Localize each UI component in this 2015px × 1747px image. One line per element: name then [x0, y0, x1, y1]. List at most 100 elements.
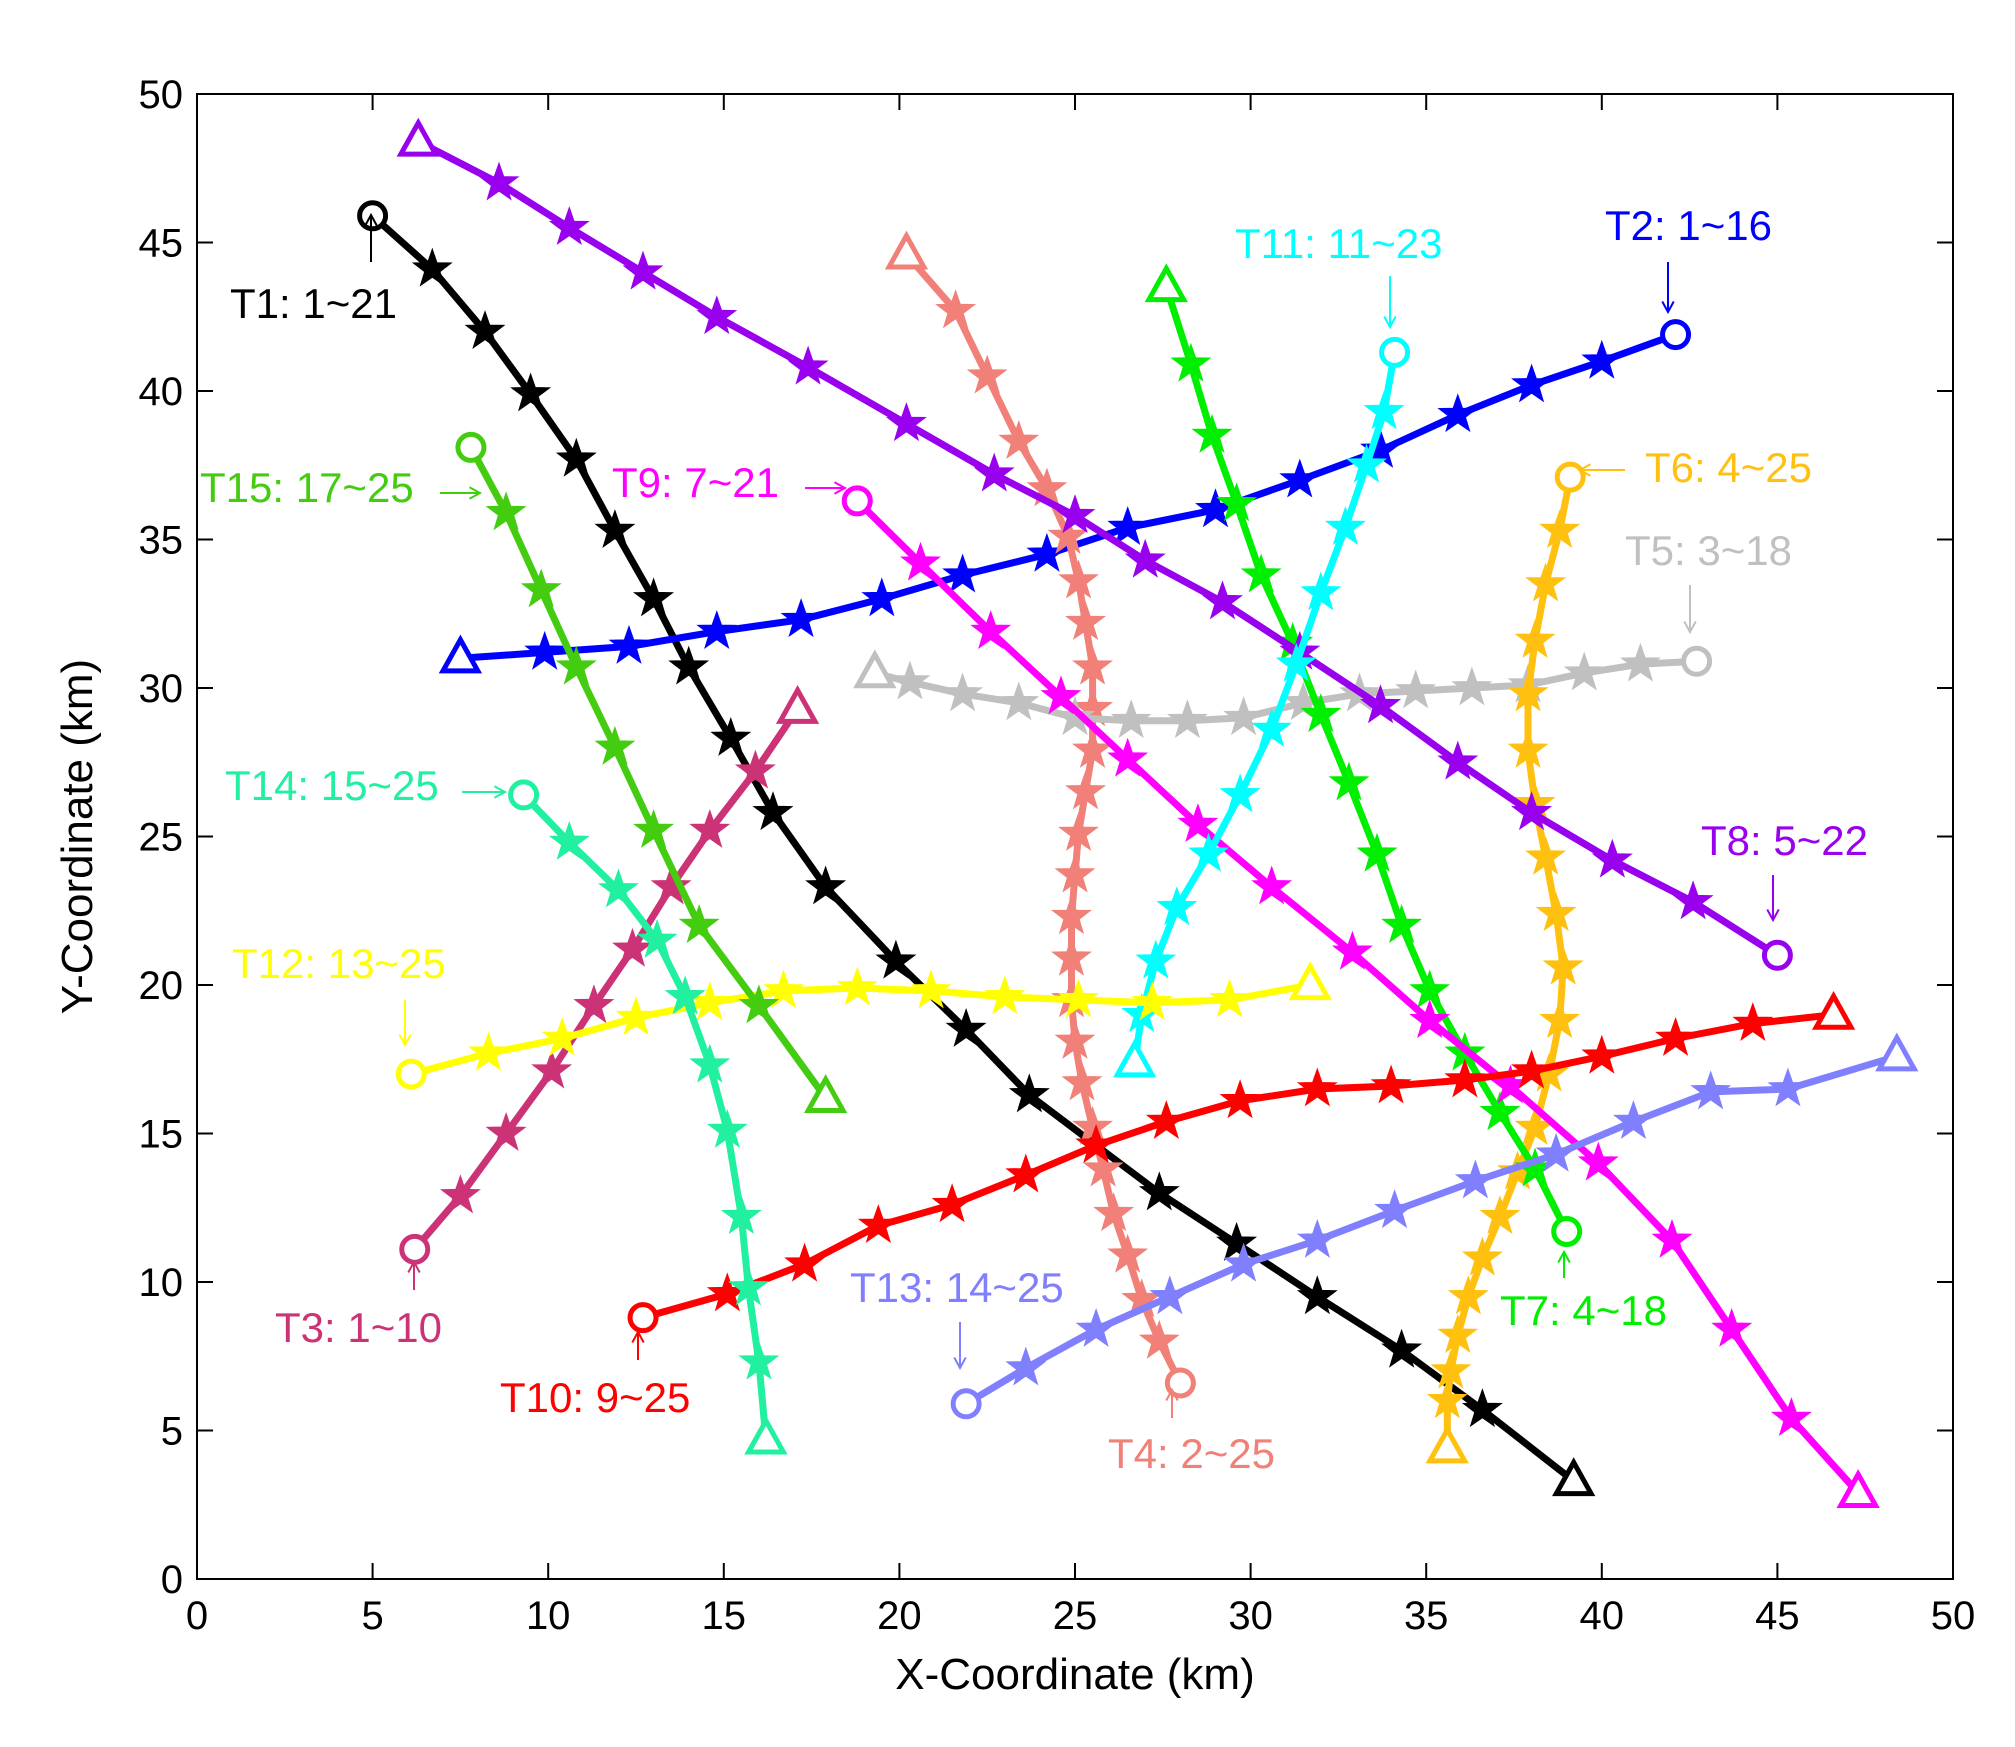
data-point: [1251, 708, 1293, 748]
label-t10: T10: 9~25: [500, 1329, 690, 1421]
data-point: [664, 975, 706, 1015]
start-marker: [1551, 1216, 1583, 1248]
data-point: [1187, 832, 1229, 872]
series-t1: [357, 200, 1596, 1497]
data-point: [1437, 740, 1479, 780]
trajectory-label: T13: 14~25: [850, 1264, 1064, 1311]
trajectory-label: T3: 1~10: [275, 1304, 442, 1351]
data-point: [548, 206, 590, 246]
data-point: [1454, 1159, 1496, 1199]
data-point: [1426, 1379, 1468, 1419]
data-point: [1451, 666, 1493, 706]
trajectory-label: T10: 9~25: [500, 1374, 690, 1421]
data-point: [1535, 892, 1577, 932]
start-marker: [1554, 461, 1586, 493]
data-point: [710, 716, 752, 756]
data-point: [696, 295, 738, 335]
data-point: [998, 681, 1040, 721]
data-point: [1539, 509, 1581, 549]
data-point: [1360, 684, 1402, 724]
data-point: [464, 310, 506, 350]
x-tick-label: 30: [1228, 1594, 1273, 1638]
data-point: [1223, 1242, 1265, 1282]
data-point: [1223, 696, 1265, 736]
data-point: [752, 791, 794, 831]
x-axis-title: X-Coordinate (km): [895, 1650, 1254, 1699]
end-marker: [1875, 1032, 1919, 1072]
data-point: [1409, 969, 1451, 1009]
data-point: [706, 1108, 748, 1148]
start-marker: [399, 1233, 431, 1265]
data-point: [942, 553, 984, 593]
data-point: [1514, 618, 1556, 658]
data-point: [1437, 1313, 1479, 1353]
data-point: [597, 868, 639, 908]
start-marker: [508, 779, 540, 811]
data-point: [1051, 895, 1092, 935]
data-point: [1058, 811, 1099, 851]
data-point: [1107, 737, 1149, 777]
trajectory-label: T8: 5~22: [1701, 817, 1868, 864]
data-point: [1040, 675, 1082, 715]
label-t2: T2: 1~16: [1605, 202, 1772, 315]
data-point: [738, 984, 780, 1024]
series-line: [414, 138, 1781, 959]
end-marker: [853, 649, 897, 689]
label-t13: T13: 14~25: [850, 1264, 1064, 1371]
data-point: [1026, 467, 1068, 507]
data-point: [573, 984, 615, 1024]
end-marker: [396, 117, 440, 157]
start-marker: [841, 485, 873, 517]
data-point: [1563, 651, 1605, 691]
series-layer: [357, 117, 1919, 1508]
data-point: [678, 904, 720, 944]
data-point: [1093, 1192, 1135, 1232]
data-point: [1082, 1147, 1124, 1187]
label-t4: T4: 2~25: [1108, 1387, 1275, 1477]
data-point: [1655, 1016, 1697, 1056]
end-marker: [1425, 1424, 1469, 1464]
data-point: [763, 969, 804, 1009]
data-point: [485, 491, 527, 531]
end-marker: [1836, 1469, 1880, 1508]
data-point: [1135, 939, 1177, 979]
x-tick-label: 20: [877, 1594, 922, 1638]
y-tick-label: 30: [139, 667, 184, 711]
trajectory-label: T1: 1~21: [230, 280, 397, 327]
series-line: [411, 705, 802, 1253]
data-point: [1447, 1275, 1489, 1315]
data-point: [720, 1195, 762, 1235]
series-t15: [455, 431, 848, 1113]
data-point: [1360, 428, 1402, 468]
data-point: [1577, 1141, 1619, 1181]
start-marker: [455, 431, 487, 463]
data-point: [1479, 1195, 1521, 1235]
data-point: [541, 1016, 583, 1056]
arrow-head: [468, 486, 483, 500]
data-point: [1770, 1397, 1812, 1437]
data-point: [1219, 1079, 1261, 1119]
y-axis-title: Y-Coordinate (km): [53, 659, 102, 1014]
data-point: [1430, 1349, 1472, 1389]
data-point: [520, 568, 562, 608]
data-point: [1525, 562, 1567, 602]
data-point: [411, 247, 453, 287]
data-point: [945, 1007, 987, 1047]
data-point: [468, 1031, 509, 1071]
data-point: [1591, 838, 1633, 878]
y-tick-label: 20: [139, 964, 184, 1008]
arrow-head: [953, 1356, 967, 1371]
data-point: [1156, 886, 1198, 926]
series-t4: [884, 230, 1196, 1399]
data-point: [1005, 1346, 1047, 1386]
data-point: [650, 865, 692, 905]
y-tick-label: 35: [139, 519, 184, 563]
data-point: [984, 975, 1026, 1015]
data-point: [1535, 1132, 1577, 1172]
data-point: [1300, 571, 1342, 611]
data-point: [531, 1049, 573, 1089]
data-point: [1065, 770, 1107, 810]
data-point: [524, 630, 566, 670]
